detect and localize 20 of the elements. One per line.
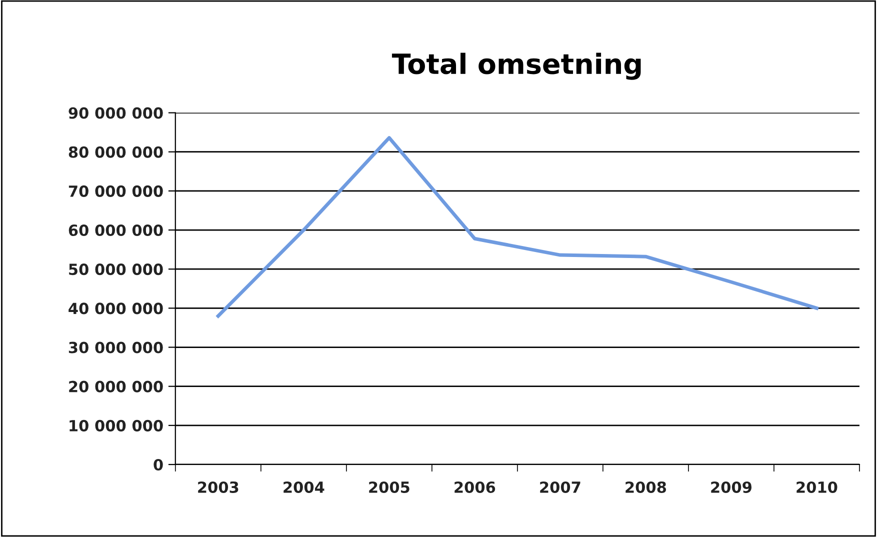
x-tick-label: 2008 [626,481,666,493]
x-tick-label: 2009 [711,481,752,493]
y-tick-label: 60 000 000 [68,224,163,236]
x-tick-label: 2007 [540,481,580,493]
x-tick-label: 2005 [369,481,410,493]
x-tick-label: 2004 [284,481,324,493]
x-tick-label: 2003 [198,481,238,493]
y-tick-label: 70 000 000 [68,185,163,197]
y-tick-label: 20 000 000 [69,380,163,392]
y-tick-label: 50 000 000 [69,264,163,276]
x-tick-label: 2010 [796,481,838,493]
y-tick-label: 0 [154,458,163,471]
chart-title: Total omsetning [392,52,641,80]
line-series [216,136,818,318]
y-tick-label: 90 000 000 [68,107,163,119]
y-tick-label: 30 000 000 [68,342,163,354]
y-tick-label: 40 000 000 [68,302,163,314]
x-tick-label: 2006 [454,481,496,493]
y-tick-label: 10 000 000 [70,420,163,432]
y-tick-label: 80 000 000 [68,146,163,158]
